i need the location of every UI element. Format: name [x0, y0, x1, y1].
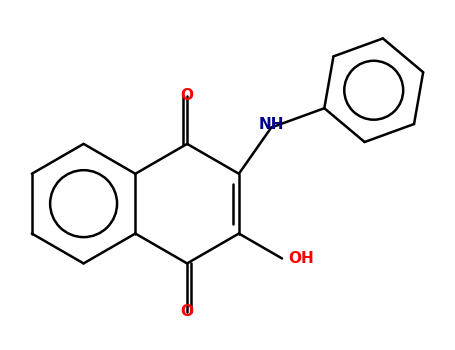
- Text: O: O: [181, 88, 194, 103]
- Text: NH: NH: [258, 117, 284, 132]
- Text: OH: OH: [288, 251, 314, 266]
- Text: O: O: [181, 304, 194, 319]
